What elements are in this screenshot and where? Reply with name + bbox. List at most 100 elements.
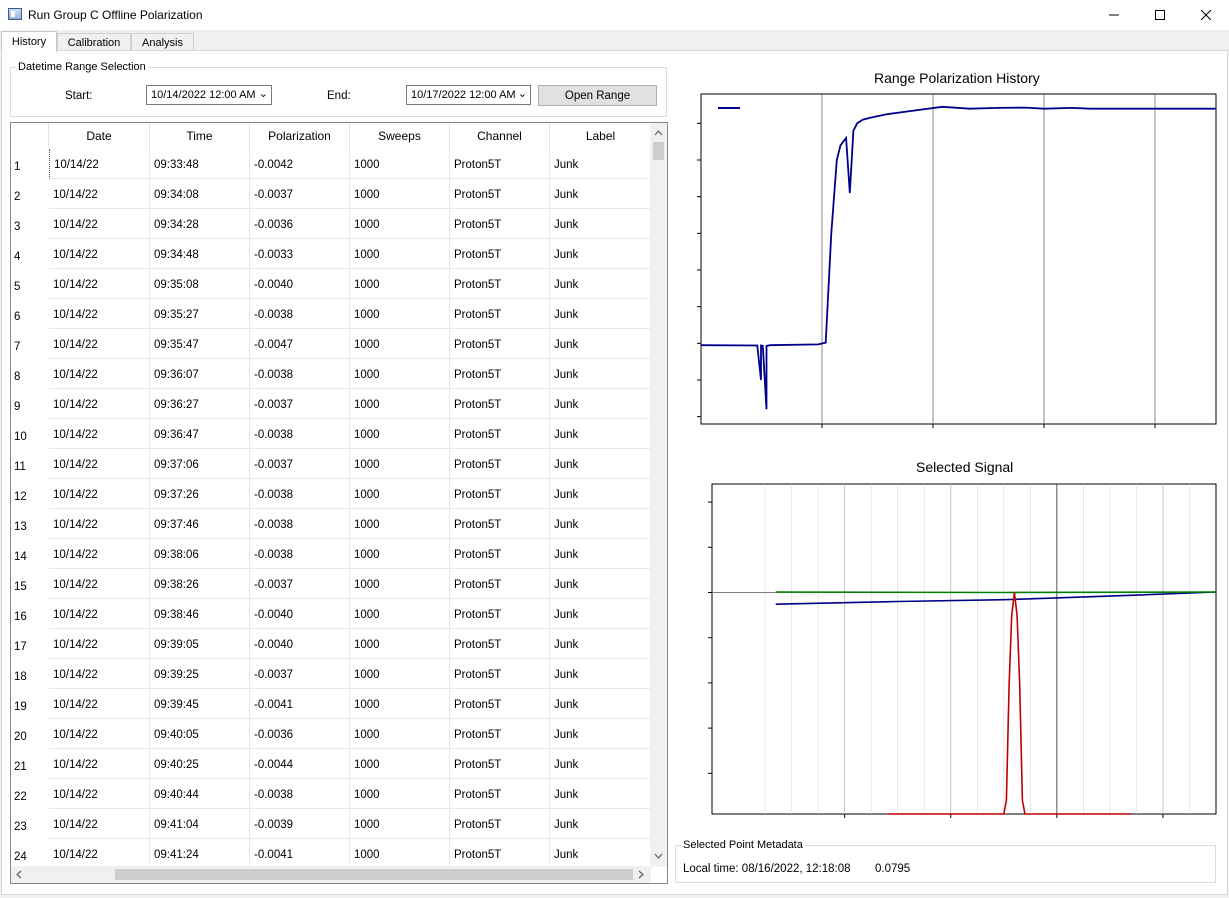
cell-sweeps[interactable]: 1000 (350, 839, 450, 869)
cell-polarization[interactable]: -0.0040 (250, 269, 350, 299)
cell-sweeps[interactable]: 1000 (350, 479, 450, 509)
cell-sweeps[interactable]: 1000 (350, 779, 450, 809)
row-number[interactable]: 1 (14, 161, 21, 173)
row-number[interactable]: 16 (14, 611, 27, 623)
cell-time[interactable]: 09:35:47 (150, 329, 250, 359)
cell-time[interactable]: 09:41:04 (150, 809, 250, 839)
cell-time[interactable]: 09:36:27 (150, 389, 250, 419)
cell-channel[interactable]: Proton5T (450, 449, 550, 479)
table-row[interactable]: 19 10/14/22 09:39:45 -0.0041 1000 Proton5T Jun… (11, 689, 651, 719)
row-number[interactable]: 10 (14, 431, 27, 443)
cell-channel[interactable]: Proton5T (450, 179, 550, 209)
polarization-history-chart[interactable] (672, 86, 1222, 446)
cell-polarization[interactable]: -0.0037 (250, 389, 350, 419)
cell-date[interactable]: 10/14/22 (49, 599, 150, 629)
cell-channel[interactable]: Proton5T (450, 569, 550, 599)
row-number[interactable]: 18 (14, 671, 27, 683)
cell-polarization[interactable]: -0.0041 (250, 839, 350, 869)
cell-channel[interactable]: Proton5T (450, 359, 550, 389)
cell-sweeps[interactable]: 1000 (350, 389, 450, 419)
row-number[interactable]: 17 (14, 641, 27, 653)
cell-date[interactable]: 10/14/22 (49, 299, 150, 329)
cell-date[interactable]: 10/14/22 (49, 359, 150, 389)
row-number[interactable]: 21 (14, 761, 27, 773)
cell-polarization[interactable]: -0.0041 (250, 689, 350, 719)
row-number[interactable]: 11 (14, 461, 26, 473)
cell-sweeps[interactable]: 1000 (350, 569, 450, 599)
cell-time[interactable]: 09:35:27 (150, 299, 250, 329)
cell-time[interactable]: 09:37:46 (150, 509, 250, 539)
cell-time[interactable]: 09:34:48 (150, 239, 250, 269)
cell-label[interactable]: Junk (550, 269, 651, 299)
cell-date[interactable]: 10/14/22 (49, 479, 150, 509)
table-row[interactable]: 10 10/14/22 09:36:47 -0.0038 1000 Proton5T Jun… (11, 419, 651, 449)
cell-sweeps[interactable]: 1000 (350, 809, 450, 839)
cell-time[interactable]: 09:34:28 (150, 209, 250, 239)
cell-sweeps[interactable]: 1000 (350, 359, 450, 389)
cell-polarization[interactable]: -0.0036 (250, 719, 350, 749)
cell-polarization[interactable]: -0.0040 (250, 599, 350, 629)
cell-polarization[interactable]: -0.0038 (250, 779, 350, 809)
horizontal-scroll-thumb[interactable] (115, 869, 633, 880)
cell-time[interactable]: 09:41:24 (150, 839, 250, 869)
cell-time[interactable]: 09:34:08 (150, 179, 250, 209)
tab-analysis[interactable]: Analysis (131, 33, 194, 51)
tab-history[interactable]: History (1, 31, 57, 52)
cell-polarization[interactable]: -0.0042 (250, 149, 350, 179)
scroll-down-icon[interactable] (654, 853, 663, 859)
cell-channel[interactable]: Proton5T (450, 839, 550, 869)
cell-polarization[interactable]: -0.0038 (250, 419, 350, 449)
cell-sweeps[interactable]: 1000 (350, 209, 450, 239)
cell-label[interactable]: Junk (550, 689, 651, 719)
cell-polarization[interactable]: -0.0040 (250, 629, 350, 659)
cell-label[interactable]: Junk (550, 179, 651, 209)
row-number[interactable]: 13 (14, 521, 27, 533)
table-row[interactable]: 7 10/14/22 09:35:47 -0.0047 1000 Proton5T Junk (11, 329, 651, 359)
cell-sweeps[interactable]: 1000 (350, 299, 450, 329)
cell-sweeps[interactable]: 1000 (350, 689, 450, 719)
column-header-polarization[interactable]: Polarization (250, 123, 350, 149)
row-number[interactable]: 2 (14, 191, 21, 203)
table-row[interactable]: 24 10/14/22 09:41:24 -0.0041 1000 Proton5T Jun… (11, 839, 651, 869)
table-row[interactable]: 17 10/14/22 09:39:05 -0.0040 1000 Proton5T Jun… (11, 629, 651, 659)
cell-label[interactable]: Junk (550, 479, 651, 509)
table-row[interactable]: 8 10/14/22 09:36:07 -0.0038 1000 Proton5T Junk (11, 359, 651, 389)
row-number[interactable]: 8 (14, 371, 21, 383)
cell-date[interactable]: 10/14/22 (49, 539, 150, 569)
table-row[interactable]: 9 10/14/22 09:36:27 -0.0037 1000 Proton5T Junk (11, 389, 651, 419)
close-button[interactable] (1183, 0, 1229, 30)
cell-date[interactable]: 10/14/22 (49, 179, 150, 209)
cell-polarization[interactable]: -0.0037 (250, 449, 350, 479)
column-header-label[interactable]: Label (585, 129, 616, 143)
cell-label[interactable]: Junk (550, 209, 651, 239)
scroll-left-icon[interactable] (16, 870, 22, 879)
row-number[interactable]: 24 (14, 851, 27, 863)
column-header-channel[interactable]: Channel (450, 123, 550, 149)
cell-date[interactable]: 10/14/22 (49, 569, 150, 599)
cell-polarization[interactable]: -0.0044 (250, 749, 350, 779)
cell-label[interactable]: Junk (550, 749, 651, 779)
table-row[interactable]: 16 10/14/22 09:38:46 -0.0040 1000 Proton5T Jun… (11, 599, 651, 629)
cell-sweeps[interactable]: 1000 (350, 629, 450, 659)
cell-sweeps[interactable]: 1000 (350, 599, 450, 629)
cell-date[interactable]: 10/14/22 (49, 329, 150, 359)
table-row[interactable]: 11 10/14/22 09:37:06 -0.0037 1000 Proton5T Jun… (11, 449, 651, 479)
cell-channel[interactable]: Proton5T (450, 749, 550, 779)
open-range-button[interactable]: Open Range (538, 85, 657, 106)
cell-sweeps[interactable]: 1000 (350, 509, 450, 539)
cell-date[interactable]: 10/14/22 (49, 509, 150, 539)
cell-label[interactable]: Junk (550, 239, 651, 269)
cell-sweeps[interactable]: 1000 (350, 149, 450, 179)
cell-date[interactable]: 10/14/22 (49, 779, 150, 809)
table-row[interactable]: 6 10/14/22 09:35:27 -0.0038 1000 Proton5T Junk (11, 299, 651, 329)
row-number[interactable]: 15 (14, 581, 27, 593)
row-number[interactable]: 20 (14, 731, 27, 743)
cell-sweeps[interactable]: 1000 (350, 659, 450, 689)
cell-channel[interactable]: Proton5T (450, 689, 550, 719)
table-row[interactable]: 12 10/14/22 09:37:26 -0.0038 1000 Proton5T Jun… (11, 479, 651, 509)
cell-channel[interactable]: Proton5T (450, 269, 550, 299)
table-row[interactable]: 4 10/14/22 09:34:48 -0.0033 1000 Proton5T Junk (11, 239, 651, 269)
cell-sweeps[interactable]: 1000 (350, 179, 450, 209)
cell-time[interactable]: 09:38:06 (150, 539, 250, 569)
cell-polarization[interactable]: -0.0047 (250, 329, 350, 359)
